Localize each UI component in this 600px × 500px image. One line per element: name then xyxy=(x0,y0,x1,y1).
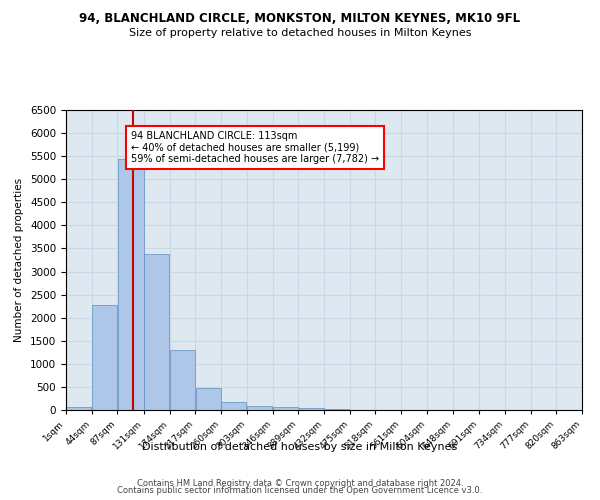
Bar xyxy=(196,388,221,410)
Bar xyxy=(324,409,349,410)
Bar xyxy=(299,408,324,410)
Y-axis label: Number of detached properties: Number of detached properties xyxy=(14,178,25,342)
Bar xyxy=(144,254,169,410)
Text: 94, BLANCHLAND CIRCLE, MONKSTON, MILTON KEYNES, MK10 9FL: 94, BLANCHLAND CIRCLE, MONKSTON, MILTON … xyxy=(79,12,521,26)
Text: Size of property relative to detached houses in Milton Keynes: Size of property relative to detached ho… xyxy=(129,28,471,38)
Text: Contains public sector information licensed under the Open Government Licence v3: Contains public sector information licen… xyxy=(118,486,482,495)
Text: Contains HM Land Registry data © Crown copyright and database right 2024.: Contains HM Land Registry data © Crown c… xyxy=(137,478,463,488)
Bar xyxy=(118,160,143,410)
Bar xyxy=(92,305,117,410)
Text: 94 BLANCHLAND CIRCLE: 113sqm
← 40% of detached houses are smaller (5,199)
59% of: 94 BLANCHLAND CIRCLE: 113sqm ← 40% of de… xyxy=(131,131,379,164)
Bar xyxy=(66,406,91,410)
Bar xyxy=(170,350,195,410)
Text: Distribution of detached houses by size in Milton Keynes: Distribution of detached houses by size … xyxy=(142,442,458,452)
Bar xyxy=(221,402,247,410)
Bar xyxy=(247,406,272,410)
Bar xyxy=(273,408,298,410)
